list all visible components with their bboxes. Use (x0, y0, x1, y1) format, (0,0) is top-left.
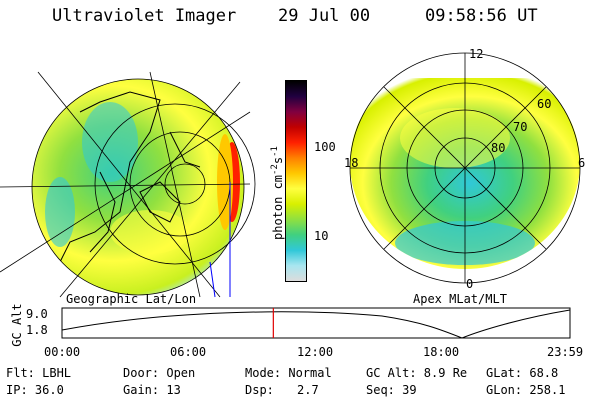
mode-readout: Mode: Normal (245, 366, 332, 380)
time-tick-1: 06:00 (170, 345, 207, 359)
apex-polar-panel (349, 52, 581, 284)
colorbar-tick-10: 10 (314, 229, 329, 243)
time-tick-3: 18:00 (423, 345, 460, 359)
time-tick-0: 00:00 (44, 345, 81, 359)
gc-alt-readout: GC Alt: 8.9 Re (366, 366, 468, 380)
mlt-6-label: 6 (578, 156, 586, 170)
colorbar-gradient (286, 81, 306, 281)
colorbar (285, 80, 307, 282)
altitude-timeline (61, 307, 571, 339)
right-panel-caption: Apex MLat/MLT (413, 292, 507, 306)
date-label: 29 Jul 00 (278, 6, 371, 26)
altitude-tick-lo: 1.8 (26, 323, 48, 337)
filter-readout: Flt: LBHL (6, 366, 72, 380)
gain-readout: Gain: 13 (123, 383, 181, 397)
time-tick-2: 12:00 (297, 345, 334, 359)
door-readout: Door: Open (123, 366, 196, 380)
colorbar-label-mid: s (271, 156, 285, 165)
colorbar-label-exp2: -1 (270, 146, 280, 157)
time-label: 09:58:56 UT (425, 6, 538, 26)
altitude-tick-hi: 9.0 (26, 307, 48, 321)
left-panel-caption: Geographic Lat/Lon (66, 292, 197, 306)
mlt-0-label: 0 (466, 277, 474, 291)
altitude-axis-label: GC Alt (10, 303, 24, 347)
dsp-label: Dsp: (245, 383, 274, 397)
glat-readout: GLat: 68.8 (486, 366, 559, 380)
colorbar-label: photon cm-2s-1 (270, 146, 285, 240)
mlt-12-label: 12 (469, 47, 484, 61)
dsp-value: 2.7 (297, 383, 319, 397)
colorbar-label-base: photon cm (271, 174, 285, 240)
glon-readout: GLon: 258.1 (486, 383, 566, 397)
lat-80-label: 80 (491, 141, 506, 155)
lat-60-label: 60 (537, 97, 552, 111)
mlt-18-label: 18 (344, 156, 359, 170)
time-tick-4: 23:59 (547, 345, 584, 359)
ip-readout: IP: 36.0 (6, 383, 64, 397)
app-title: Ultraviolet Imager (52, 6, 237, 26)
colorbar-label-exp1: -2 (270, 164, 280, 175)
colorbar-tick-100: 100 (314, 140, 336, 154)
lat-70-label: 70 (513, 120, 528, 134)
geographic-image-panel (0, 71, 256, 298)
seq-readout: Seq: 39 (366, 383, 417, 397)
